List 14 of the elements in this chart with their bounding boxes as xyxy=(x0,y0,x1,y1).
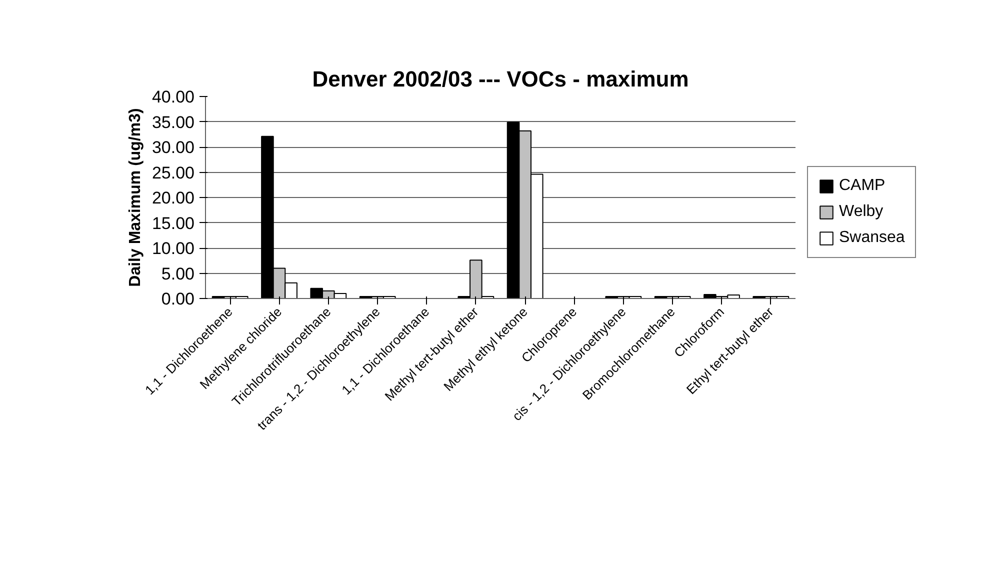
y-tick-label: 25.00 xyxy=(152,163,195,182)
legend-label: Welby xyxy=(839,203,884,221)
y-tick-label: 10.00 xyxy=(152,239,195,258)
y-tick-label: 40.00 xyxy=(152,88,195,106)
y-tick-label: 35.00 xyxy=(152,112,195,132)
y-tick-label: 15.00 xyxy=(152,214,195,233)
y-tick-label: 20.00 xyxy=(152,188,195,208)
legend-label: CAMP xyxy=(839,177,886,195)
y-tick-label: 30.00 xyxy=(152,138,195,157)
y-axis-title: Daily Maximum (ug/m3) xyxy=(126,108,144,287)
legend-label: Swansea xyxy=(839,229,905,247)
y-tick-label: 0.00 xyxy=(161,290,195,308)
chart-title: Denver 2002/03 --- VOCs - maximum xyxy=(312,66,689,92)
y-tick-label: 5.00 xyxy=(161,264,195,284)
